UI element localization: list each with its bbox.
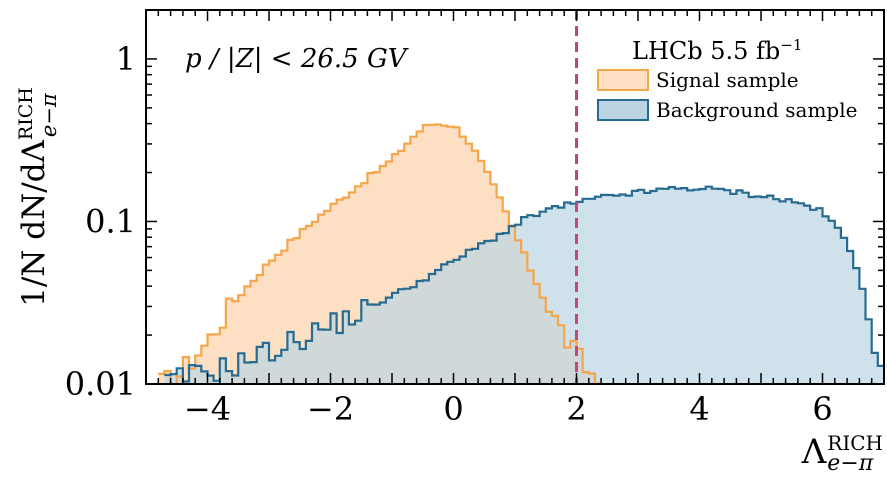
x-axis-label-sub: e−π <box>827 451 874 476</box>
x-tick-label: 6 <box>812 390 832 428</box>
y-tick-label: 0.1 <box>85 202 136 240</box>
x-tick-label: 0 <box>443 390 463 428</box>
x-axis-label-sup: RICH <box>827 431 883 455</box>
tick-labels: −4 −2 0 2 4 6 0.01 0.1 1 <box>65 40 833 428</box>
y-tick-label: 0.01 <box>65 365 136 403</box>
legend-label-signal: Signal sample <box>656 68 799 92</box>
axis-ticks <box>145 9 885 385</box>
legend-swatch-background <box>597 99 649 121</box>
background-histogram-outline <box>164 185 884 383</box>
x-tick-label: 2 <box>566 390 586 428</box>
x-tick-label: −4 <box>184 390 231 428</box>
signal-histogram-outline <box>158 123 602 384</box>
legend-swatch-signal <box>597 69 649 91</box>
annotation-rigidity-cut: p / |Z| < 26.5 GV <box>185 44 407 74</box>
legend-label-background: Background sample <box>656 98 857 122</box>
x-tick-label: 4 <box>689 390 709 428</box>
experiment-label-text: LHCb 5.5 fb <box>632 37 781 65</box>
x-axis-label: Λ RICH e−π <box>802 432 883 475</box>
experiment-label: LHCb 5.5 fb−1 <box>632 36 802 65</box>
histogram-layer <box>158 123 884 384</box>
experiment-label-sup: −1 <box>780 36 803 54</box>
background-histogram-fill <box>164 186 884 384</box>
x-tick-label: −2 <box>307 390 354 428</box>
y-axis-label-text: 1/N dN/dΛRICHe−π <box>15 87 61 307</box>
legend: Signal sample Background sample <box>597 68 857 122</box>
y-tick-label: 1 <box>116 40 136 78</box>
x-axis-label-main: Λ <box>801 432 827 472</box>
